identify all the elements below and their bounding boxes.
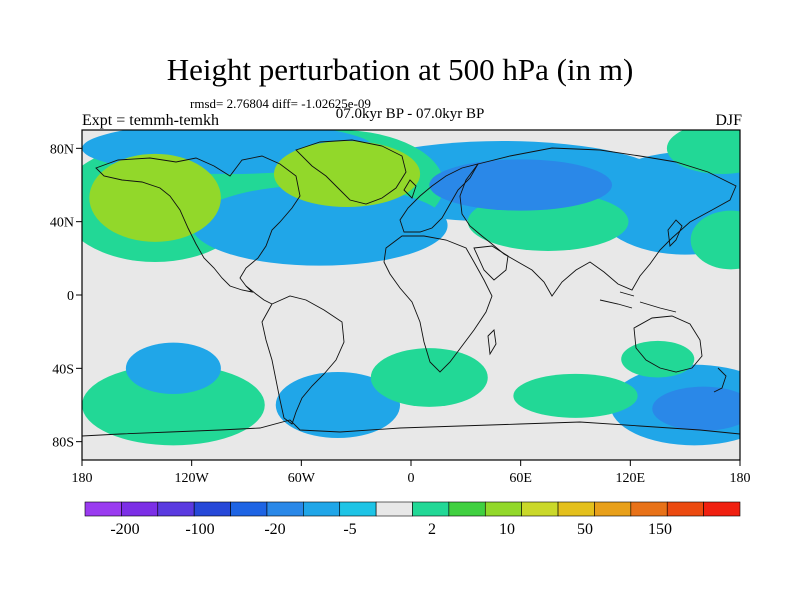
anomaly-region — [666, 130, 740, 174]
colorbar-label: 150 — [648, 521, 672, 538]
anomaly-region — [429, 159, 613, 211]
colorbar-label: -100 — [185, 521, 214, 538]
anomaly-region — [621, 340, 695, 378]
anomaly-region — [652, 386, 740, 431]
colorbar-swatch — [157, 501, 195, 517]
plot-area: 180 120W 60W 0 60E 120E 180 80N 40N 0 40S 80S — [50, 129, 751, 486]
colorbar-swatch — [375, 501, 413, 517]
colorbar-label: 2 — [428, 521, 436, 538]
y-tick-label: 40N — [50, 216, 74, 231]
colorbar-swatch — [339, 501, 377, 517]
colorbar-label: -20 — [264, 521, 285, 538]
colorbar-swatch — [594, 501, 632, 517]
coastline-central-america — [245, 285, 273, 305]
anomaly-region — [370, 348, 488, 407]
colorbar-label: -200 — [110, 521, 139, 538]
anomaly-region — [513, 373, 638, 418]
colorbar-swatch — [84, 501, 122, 517]
colorbar-swatch — [303, 501, 341, 517]
colorbar: -200 -100 -20 -5 2 10 50 150 — [84, 501, 741, 538]
colorbar-swatch — [448, 501, 486, 517]
coastline-africa — [383, 235, 493, 373]
colorbar-swatch — [521, 501, 559, 517]
colorbar-swatch — [630, 501, 668, 517]
anomaly-region — [275, 372, 401, 438]
axis-ticks: 180 120W 60W 0 60E 120E 180 80N 40N 0 40S 80S — [50, 142, 751, 486]
coastline-british-isles — [403, 179, 417, 199]
x-tick-label: 60E — [509, 471, 532, 486]
experiment-label: Expt = temmh-temkh — [82, 112, 219, 129]
anomaly-region — [89, 153, 221, 242]
coastline-greenland — [295, 139, 407, 205]
colorbar-swatch — [666, 501, 704, 517]
x-tick-label: 120E — [616, 471, 646, 486]
colorbar-label: 50 — [577, 521, 593, 538]
x-tick-label: 0 — [408, 471, 415, 486]
y-tick-label: 80S — [52, 436, 74, 451]
x-tick-label: 60W — [288, 471, 316, 486]
coastline-antarctica — [82, 419, 740, 437]
y-tick-label: 40S — [52, 362, 74, 377]
coastline-madagascar — [487, 329, 497, 356]
colorbar-swatch — [266, 501, 304, 517]
colorbar-label: -5 — [343, 521, 356, 538]
anomaly-region — [82, 364, 265, 446]
rmsd-stats: rmsd= 2.76804 diff= -1.02625e-09 — [190, 96, 371, 111]
coastline-new-zealand — [713, 367, 727, 393]
y-tick-label: 80N — [50, 142, 74, 157]
colorbar-swatch — [412, 501, 450, 517]
y-tick-label: 0 — [67, 289, 74, 304]
period-label: 07.0kyr BP - 07.0kyr BP — [335, 106, 485, 122]
coastline-asia — [459, 147, 737, 297]
page-title: Height perturbation at 500 hPa (in m) — [166, 52, 634, 87]
colorbar-swatch — [193, 501, 231, 517]
season-label: DJF — [715, 112, 742, 129]
colorbar-label: 10 — [499, 521, 515, 538]
x-tick-label: 180 — [730, 471, 751, 486]
anomaly-region — [273, 141, 421, 207]
coastline-japan — [667, 219, 683, 247]
coastlines — [82, 139, 740, 437]
anomaly-region — [191, 185, 448, 266]
colorbar-swatch — [230, 501, 268, 517]
coastline-south-america — [261, 295, 345, 425]
anomaly-regions — [82, 130, 740, 446]
coastline-north-america — [95, 155, 301, 293]
colorbar-swatch — [557, 501, 595, 517]
anomaly-region — [125, 342, 221, 395]
colorbar-swatch — [484, 501, 522, 517]
colorbar-swatch — [703, 501, 741, 517]
coastline-australia — [633, 315, 703, 373]
coastline-indonesia — [599, 291, 677, 313]
anomaly-region — [690, 210, 740, 270]
colorbar-swatch — [121, 501, 159, 517]
x-tick-label: 180 — [72, 471, 93, 486]
x-tick-label: 120W — [175, 471, 210, 486]
coastline-arabia — [473, 245, 509, 281]
